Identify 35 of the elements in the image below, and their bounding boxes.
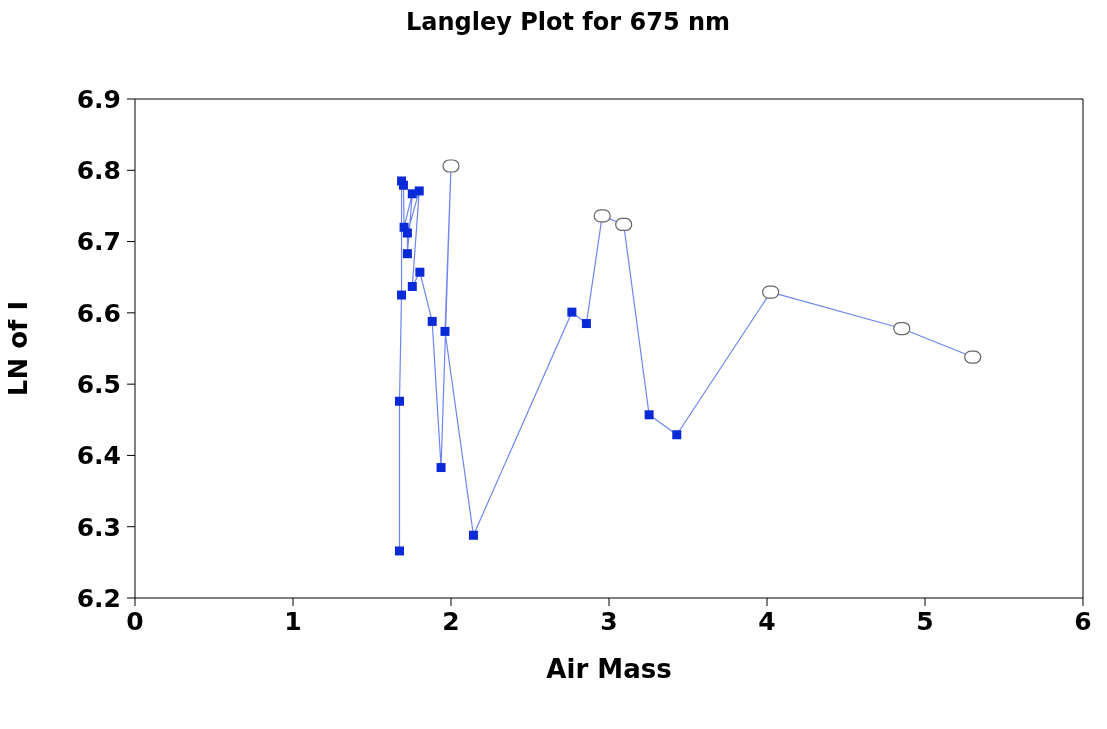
x-tick-label: 0	[126, 606, 144, 636]
point	[394, 546, 404, 556]
y-tick-label: 6.9	[76, 84, 121, 114]
point	[436, 463, 446, 473]
point	[402, 249, 412, 259]
point	[581, 319, 591, 329]
point	[415, 267, 425, 277]
y-tick-label: 6.8	[76, 156, 121, 186]
point	[402, 228, 412, 238]
point	[644, 410, 654, 420]
y-axis-title: LN of I	[3, 300, 34, 397]
y-tick-label: 6.4	[76, 441, 121, 471]
x-tick-label: 2	[442, 606, 460, 636]
y-tick-label: 6.2	[76, 583, 121, 613]
point	[440, 326, 450, 336]
point	[397, 290, 407, 300]
y-tick-label: 6.6	[76, 298, 121, 328]
point	[567, 307, 577, 317]
x-tick-label: 4	[758, 606, 776, 636]
x-tick-label: 3	[600, 606, 618, 636]
point	[398, 180, 408, 190]
point	[414, 186, 424, 196]
y-tick-label: 6.7	[76, 227, 121, 257]
x-axis-title: Air Mass	[546, 654, 672, 684]
point	[407, 281, 417, 291]
point	[394, 396, 404, 406]
y-tick-label: 6.3	[76, 512, 121, 542]
x-tick-label: 1	[284, 606, 302, 636]
point	[672, 430, 682, 440]
chart-title: Langley Plot for 675 nm	[404, 8, 732, 38]
y-tick-label: 6.5	[76, 370, 121, 400]
point	[468, 530, 478, 540]
x-tick-label: 6	[1074, 606, 1092, 636]
point	[427, 316, 437, 326]
x-tick-label: 5	[916, 606, 934, 636]
